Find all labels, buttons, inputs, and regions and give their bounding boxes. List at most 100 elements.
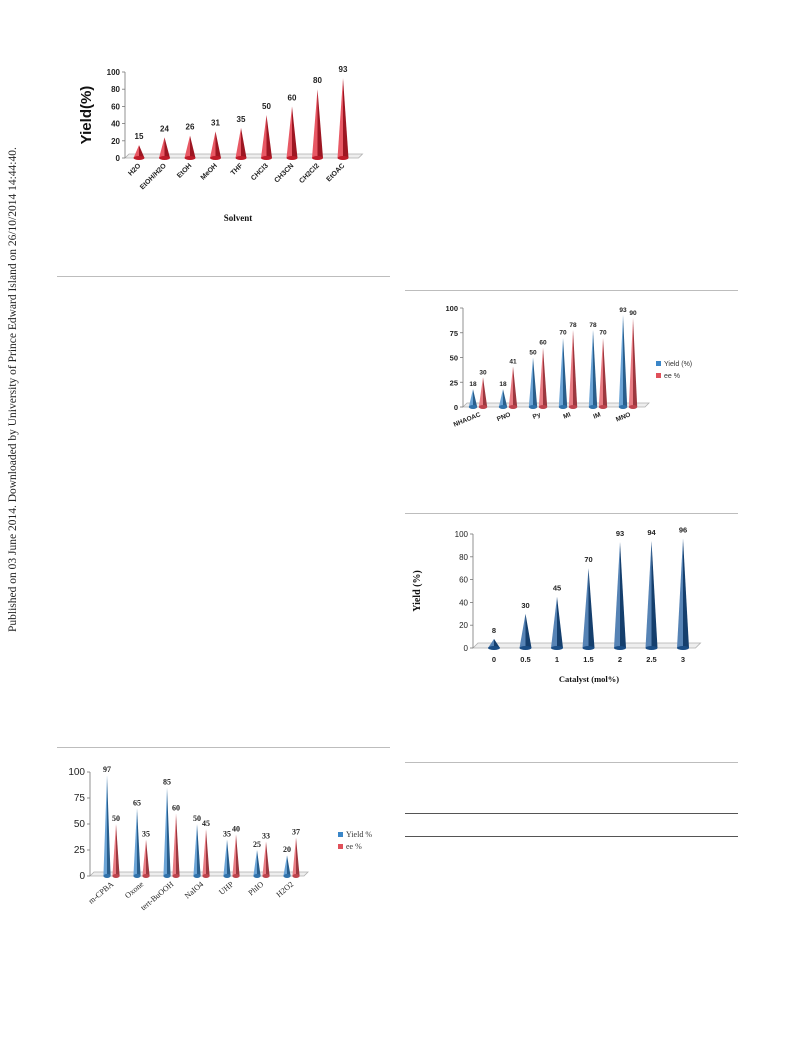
y-tick-label: 0	[464, 644, 469, 653]
rule-6	[405, 813, 738, 814]
bar-0-4-base	[223, 874, 231, 878]
bar-4-light	[235, 127, 241, 158]
bar-0-3	[558, 337, 568, 409]
bar-1-3-light	[202, 829, 206, 876]
x-axis-title: Catalyst (mol%)	[559, 674, 619, 684]
solvent-yield-chart: 0 20 40 60 80 100 15 H2O 24 EtOH/H2O 26 EtOH 31 MeOH 3…	[70, 55, 390, 235]
x-tick-label: Py	[532, 411, 542, 421]
bar-0-6-dark	[287, 855, 291, 876]
bar-1-2	[172, 813, 180, 878]
bar-0-1-light	[498, 389, 503, 407]
data-label: 50	[262, 102, 271, 111]
bar-1-3-base	[202, 874, 210, 878]
bar-4-base	[614, 646, 626, 650]
bar-0-4-dark	[227, 839, 231, 876]
bar-1-5	[628, 317, 638, 409]
bar-7-base	[312, 156, 323, 160]
bar-0-0-base	[103, 874, 111, 878]
bar-6-dark	[683, 538, 689, 648]
bar-4-dark	[620, 541, 626, 648]
data-label: 18	[499, 381, 507, 388]
x-tick-label: m-CPBA	[87, 880, 116, 906]
bar-2-base	[184, 156, 196, 160]
bar-6	[286, 106, 298, 160]
bar-6-dark	[292, 106, 298, 158]
bar-1-6-base	[292, 874, 300, 878]
bar-4-base	[235, 156, 247, 160]
data-label: 90	[629, 310, 637, 317]
y-tick-label: 20	[459, 621, 468, 630]
x-tick-label: MNO	[615, 411, 632, 423]
x-tick-label: 1.5	[583, 655, 593, 664]
y-tick-label: 75	[74, 793, 86, 804]
data-label: 97	[103, 765, 111, 774]
bar-1-1	[508, 366, 518, 409]
bar-3	[582, 568, 595, 650]
bar-0-2	[528, 357, 538, 409]
bar-0-3	[193, 824, 201, 878]
legend-swatch	[338, 832, 343, 837]
data-label: 93	[619, 307, 627, 314]
x-tick-label: IM	[592, 411, 601, 420]
bar-4	[614, 541, 626, 650]
bar-1-3-base	[568, 405, 578, 409]
data-label: 93	[339, 65, 348, 74]
data-label: 30	[479, 369, 487, 376]
data-label: 41	[509, 358, 517, 365]
bar-8	[337, 78, 349, 160]
x-tick-label: PhIO	[247, 879, 266, 897]
x-tick-label: 1	[555, 655, 559, 664]
x-tick-label: NHAOAC	[453, 411, 482, 428]
x-tick-label: tert-BuOOH	[139, 879, 176, 912]
bar-1-6-dark	[296, 837, 300, 876]
bar-1-1-dark	[146, 839, 150, 876]
bar-2-light	[551, 596, 557, 648]
data-label: 25	[253, 840, 261, 849]
data-label: 30	[521, 601, 529, 610]
bar-5	[645, 540, 658, 650]
bar-1-4-light	[232, 834, 236, 876]
x-tick-label: 3	[681, 655, 685, 664]
y-tick-label: 100	[445, 304, 458, 313]
bar-1-1-base	[142, 874, 150, 878]
bar-1	[159, 137, 170, 160]
bar-1-2-dark	[543, 347, 548, 407]
data-label: 50	[193, 814, 201, 823]
bar-0-1	[498, 389, 508, 409]
bar-1	[519, 613, 532, 650]
bar-0-5-dark	[257, 850, 261, 876]
bar-1-base	[159, 156, 170, 160]
x-tick-label: CH2Cl2	[298, 162, 321, 185]
data-label: 45	[202, 819, 210, 828]
bar-0-1	[133, 808, 141, 878]
y-tick-label: 50	[74, 819, 86, 830]
y-tick-label: 80	[111, 85, 120, 94]
bar-4	[235, 127, 247, 160]
oxidant-chart: 0 25 50 75 100 97 50 m-CPBA 65 35 Oxone 85 60 tert-Bu…	[57, 755, 392, 915]
data-label: 31	[211, 118, 220, 127]
bar-0-0-base	[468, 405, 478, 409]
bar-5-dark	[651, 540, 658, 648]
bar-3	[210, 131, 221, 160]
x-tick-label: EtOAC	[326, 162, 347, 183]
bar-1-1-light	[508, 366, 513, 407]
bar-0-6	[283, 855, 291, 878]
bar-0-0-light	[103, 775, 107, 876]
x-tick-label: UHP	[217, 879, 235, 897]
rule-4	[57, 747, 390, 748]
data-label: 20	[283, 845, 291, 854]
y-tick-label: 0	[116, 154, 121, 163]
data-label: 93	[616, 529, 624, 538]
bar-0-2-dark	[167, 787, 171, 876]
bar-1-3-dark	[206, 829, 210, 876]
bar-0-2-base	[528, 405, 538, 409]
bar-1-0-light	[478, 377, 483, 407]
legend-label: Yield (%)	[664, 361, 692, 368]
bar-1-base	[519, 646, 532, 650]
bar-0-0	[468, 389, 478, 409]
data-label: 50	[529, 350, 537, 357]
bar-2	[551, 596, 563, 650]
bar-0-2	[163, 787, 171, 878]
bar-5-base	[261, 156, 272, 160]
bar-1-0-light	[112, 824, 116, 876]
